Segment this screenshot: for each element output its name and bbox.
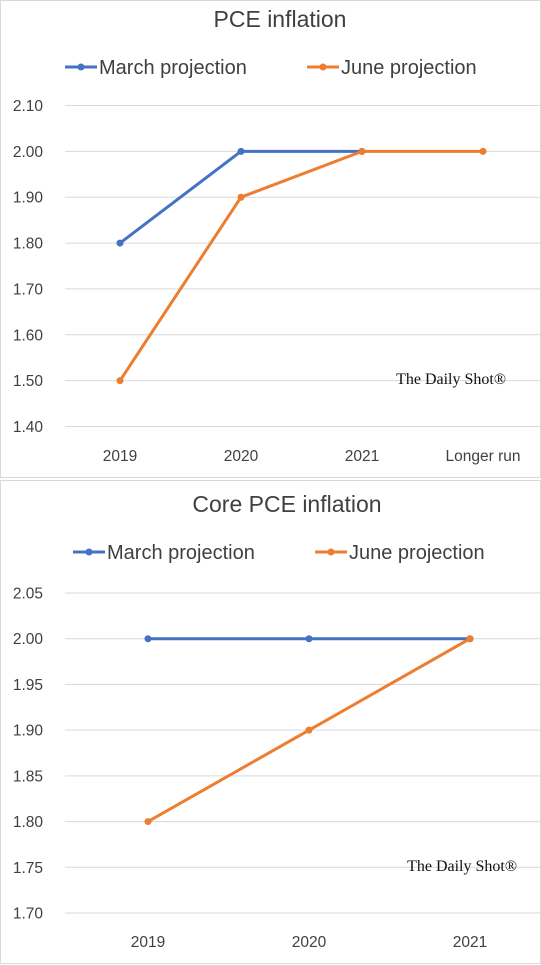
june-projection-point (144, 818, 152, 826)
x-tick-label: 2021 (345, 448, 379, 465)
core-pce-inflation-chart-svg: Core PCE inflation March projection June… (13, 491, 541, 951)
y-tick-label: 1.80 (13, 236, 44, 253)
chart-title: Core PCE inflation (192, 491, 381, 517)
x-tick-label: 2019 (131, 934, 165, 951)
y-tick-label: 1.85 (13, 768, 43, 785)
core-pce-inflation-chart: Core PCE inflation March projection June… (0, 480, 541, 964)
y-tick-label: 2.05 (13, 586, 43, 603)
y-tick-label: 1.50 (13, 373, 44, 390)
march-projection-point (144, 635, 152, 643)
legend-march-marker (85, 548, 93, 556)
series (116, 147, 487, 385)
march-projection-point (305, 635, 313, 643)
y-axis-ticks: 2.10 2.00 1.90 1.80 1.70 1.60 1.50 1.40 (13, 98, 44, 436)
legend-june-label: June projection (349, 542, 485, 564)
chart-title: PCE inflation (214, 6, 347, 32)
y-tick-label: 1.40 (13, 419, 44, 436)
june-projection-point (466, 635, 474, 643)
x-tick-label: 2020 (292, 934, 327, 951)
pce-inflation-chart: PCE inflation March projection June proj… (0, 0, 541, 478)
y-tick-label: 2.00 (13, 144, 44, 161)
x-axis-ticks: 2019 2020 2021 (131, 934, 487, 951)
june-projection-point (358, 147, 366, 155)
y-tick-label: 1.70 (13, 281, 44, 298)
june-projection-point (479, 147, 487, 155)
y-tick-label: 1.60 (13, 327, 44, 344)
y-tick-label: 2.10 (13, 98, 44, 115)
legend-march-label: March projection (99, 57, 247, 79)
watermark: The Daily Shot® (396, 371, 506, 388)
march-projection-point (237, 147, 245, 155)
watermark: The Daily Shot® (407, 858, 517, 875)
pce-inflation-chart-svg: PCE inflation March projection June proj… (13, 6, 541, 465)
legend-june-marker (319, 63, 327, 71)
y-tick-label: 1.95 (13, 677, 43, 694)
legend-june-label: June projection (341, 57, 477, 79)
june-projection-point (116, 377, 124, 385)
y-tick-label: 1.80 (13, 814, 44, 831)
y-tick-label: 2.00 (13, 631, 44, 648)
june-projection-point (305, 726, 313, 734)
x-tick-label: 2019 (103, 448, 137, 465)
y-tick-label: 1.75 (13, 860, 43, 877)
x-tick-label: 2021 (453, 934, 487, 951)
y-tick-label: 1.70 (13, 906, 44, 923)
y-tick-label: 1.90 (13, 190, 44, 207)
series (144, 635, 474, 826)
x-tick-label: Longer run (446, 448, 521, 465)
x-tick-label: 2020 (224, 448, 259, 465)
legend-june-marker (327, 548, 335, 556)
y-axis-ticks: 2.05 2.00 1.95 1.90 1.85 1.80 1.75 1.70 (13, 586, 44, 923)
legend: March projection June projection (73, 542, 485, 564)
legend-march-label: March projection (107, 542, 255, 564)
legend: March projection June projection (65, 57, 477, 79)
gridlines (65, 105, 541, 427)
y-tick-label: 1.90 (13, 723, 44, 740)
x-axis-ticks: 2019 2020 2021 Longer run (103, 448, 521, 465)
june-projection-point (237, 193, 245, 201)
legend-march-marker (77, 63, 85, 71)
june-projection-line (118, 149, 483, 382)
march-projection-point (116, 239, 124, 247)
